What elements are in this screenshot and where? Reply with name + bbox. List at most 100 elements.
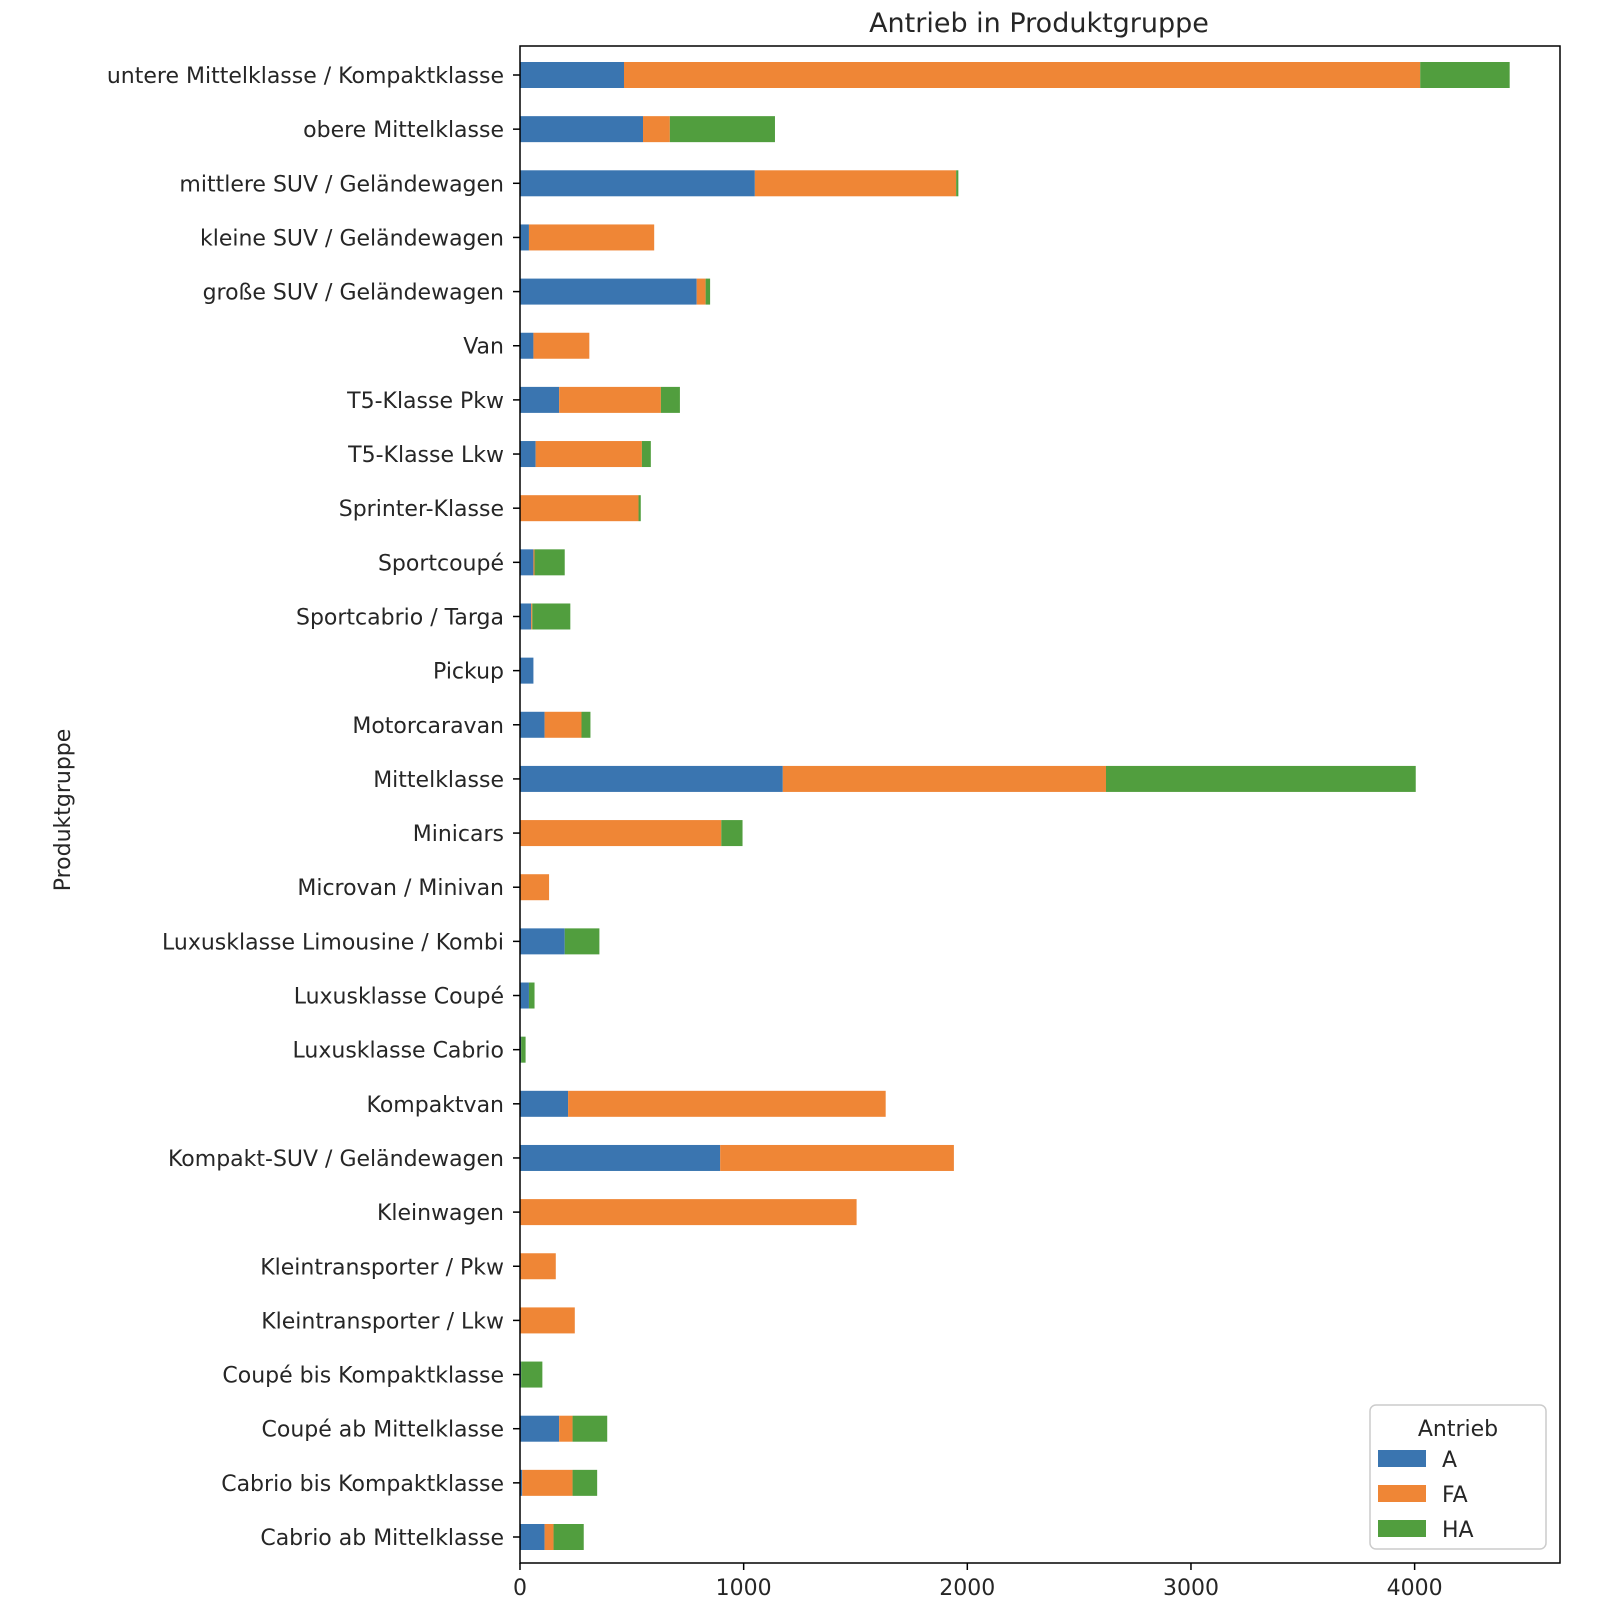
bar-fa-mittelklasse xyxy=(782,765,1106,792)
y-tick-label-luxusklasse-coupe: Luxusklasse Coupé xyxy=(294,985,504,1010)
y-tick-label-mittelklasse: Mittelklasse xyxy=(373,768,504,793)
bar-a-sportcoupe xyxy=(520,549,534,576)
bar-fa-t5-klasse-lkw xyxy=(535,441,642,468)
y-tick-label-cabrio-ab-mittelklasse: Cabrio ab Mittelklasse xyxy=(260,1526,504,1551)
y-axis: untere Mittelklasse / Kompaktklasse obere… xyxy=(107,64,520,1551)
bar-ha-sportcabrio-targa xyxy=(532,603,571,630)
bar-ha-luxusklasse-limousine-kombi xyxy=(564,928,600,955)
bar-a-motorcaravan xyxy=(520,711,545,738)
bar-ha-grosse-suv-gelaendewagen xyxy=(705,278,711,305)
bar-ha-t5-klasse-pkw xyxy=(660,386,680,413)
x-tick-label-0: 0 xyxy=(513,1576,527,1601)
y-tick-label-microvan-minivan: Microvan / Minivan xyxy=(297,876,504,901)
bars-layer xyxy=(520,62,1510,1550)
bar-fa-obere-mittelklasse xyxy=(643,116,670,143)
bar-ha-sportcoupe xyxy=(534,549,565,576)
bar-ha-coupe-ab-mittelklasse xyxy=(572,1415,608,1442)
legend-label-a: A xyxy=(1442,1448,1457,1473)
bar-fa-sportcoupe xyxy=(533,549,535,576)
bar-fa-sportcabrio-targa xyxy=(531,603,533,630)
bar-fa-motorcaravan xyxy=(544,711,582,738)
y-tick-label-kleine-suv-gelaendewagen: kleine SUV / Geländewagen xyxy=(200,226,504,251)
bar-a-luxusklasse-limousine-kombi xyxy=(520,928,565,955)
y-tick-label-sprinter-klasse: Sprinter-Klasse xyxy=(339,497,504,522)
bar-fa-kleinwagen xyxy=(520,1199,857,1226)
y-tick-label-cabrio-bis-kompaktklasse: Cabrio bis Kompaktklasse xyxy=(221,1472,504,1497)
bar-a-coupe-ab-mittelklasse xyxy=(520,1415,560,1442)
bar-fa-mittlere-suv-gelaendewagen xyxy=(754,170,957,197)
bar-ha-t5-klasse-lkw xyxy=(641,441,651,468)
y-tick-label-mittlere-suv-gelaendewagen: mittlere SUV / Geländewagen xyxy=(179,172,504,197)
y-tick-label-grosse-suv-gelaendewagen: große SUV / Geländewagen xyxy=(203,281,504,306)
legend-frame xyxy=(1369,1404,1547,1550)
y-tick-label-motorcaravan: Motorcaravan xyxy=(352,714,504,739)
legend-title: Antrieb xyxy=(1418,1417,1498,1442)
bar-ha-cabrio-ab-mittelklasse xyxy=(553,1524,584,1550)
bar-ha-sprinter-klasse xyxy=(638,495,641,522)
y-tick-label-kleintransporter-lkw: Kleintransporter / Lkw xyxy=(261,1309,504,1334)
bar-ha-untere-mittelklasse-kompaktklasse xyxy=(1420,62,1510,88)
x-tick-label-3000: 3000 xyxy=(1163,1576,1219,1601)
y-tick-label-untere-mittelklasse-kompaktklasse: untere Mittelklasse / Kompaktklasse xyxy=(107,64,504,89)
bar-fa-minicars xyxy=(520,820,722,847)
bar-ha-motorcaravan xyxy=(581,711,591,738)
y-tick-label-luxusklasse-limousine-kombi: Luxusklasse Limousine / Kombi xyxy=(162,930,504,955)
y-tick-label-t5-klasse-lkw: T5-Klasse Lkw xyxy=(347,443,504,468)
bar-a-luxusklasse-coupe xyxy=(520,982,529,1009)
bar-ha-luxusklasse-coupe xyxy=(528,982,535,1009)
legend-label-ha: HA xyxy=(1442,1518,1474,1543)
bar-a-cabrio-ab-mittelklasse xyxy=(520,1524,545,1550)
bar-ha-luxusklasse-cabrio xyxy=(521,1036,526,1063)
bar-ha-obere-mittelklasse xyxy=(669,116,775,143)
y-tick-label-sportcabrio-targa: Sportcabrio / Targa xyxy=(296,605,504,630)
bar-fa-cabrio-bis-kompaktklasse xyxy=(522,1469,573,1496)
y-tick-label-coupe-bis-kompaktklasse: Coupé bis Kompaktklasse xyxy=(222,1364,504,1389)
bar-a-untere-mittelklasse-kompaktklasse xyxy=(520,62,624,88)
bar-fa-untere-mittelklasse-kompaktklasse xyxy=(624,62,1421,88)
bar-a-t5-klasse-pkw xyxy=(520,386,560,413)
bar-a-kompaktvan xyxy=(520,1090,569,1117)
y-tick-label-kleintransporter-pkw: Kleintransporter / Pkw xyxy=(260,1255,504,1280)
bar-a-grosse-suv-gelaendewagen xyxy=(520,278,697,305)
plot-area-frame xyxy=(519,45,1561,1564)
y-tick-label-kompakt-suv-gelaendewagen: Kompakt-SUV / Geländewagen xyxy=(168,1147,504,1172)
bar-a-kleine-suv-gelaendewagen xyxy=(520,224,529,251)
bar-fa-kompakt-suv-gelaendewagen xyxy=(720,1144,954,1171)
bar-a-cabrio-bis-kompaktklasse xyxy=(520,1469,523,1496)
y-axis-title: Produktgruppe xyxy=(51,729,76,892)
bar-ha-cabrio-bis-kompaktklasse xyxy=(572,1469,598,1496)
chart-title: Antrieb in Produktgruppe xyxy=(869,8,1209,39)
bar-a-t5-klasse-lkw xyxy=(520,441,536,468)
y-tick-label-kleinwagen: Kleinwagen xyxy=(377,1201,504,1226)
bar-ha-minicars xyxy=(721,820,743,847)
bar-fa-cabrio-ab-mittelklasse xyxy=(544,1524,554,1550)
x-axis: 0 1000 2000 3000 4000 xyxy=(513,1563,1443,1601)
y-tick-label-t5-klasse-pkw: T5-Klasse Pkw xyxy=(346,389,504,414)
bar-fa-kleine-suv-gelaendewagen xyxy=(528,224,655,251)
y-tick-label-kompaktvan: Kompaktvan xyxy=(367,1093,504,1118)
x-tick-label-1000: 1000 xyxy=(716,1576,772,1601)
bar-ha-mittelklasse xyxy=(1105,765,1416,792)
bar-fa-sprinter-klasse xyxy=(520,495,639,522)
bar-fa-kleintransporter-pkw xyxy=(520,1253,556,1280)
bar-fa-t5-klasse-pkw xyxy=(559,386,661,413)
bar-fa-grosse-suv-gelaendewagen xyxy=(696,278,706,305)
bar-a-obere-mittelklasse xyxy=(520,116,644,143)
bar-a-mittelklasse xyxy=(520,765,783,792)
bar-ha-mittlere-suv-gelaendewagen xyxy=(956,170,959,197)
x-tick-label-4000: 4000 xyxy=(1387,1576,1443,1601)
y-tick-label-van: Van xyxy=(463,335,504,360)
legend: Antrieb A FA HA xyxy=(1369,1404,1547,1550)
legend-swatch-ha xyxy=(1378,1520,1426,1537)
y-tick-label-pickup: Pickup xyxy=(433,660,504,685)
bar-fa-van xyxy=(533,332,590,359)
bar-fa-coupe-ab-mittelklasse xyxy=(559,1415,573,1442)
y-tick-label-luxusklasse-cabrio: Luxusklasse Cabrio xyxy=(293,1039,504,1064)
y-tick-label-obere-mittelklasse: obere Mittelklasse xyxy=(303,118,504,143)
bar-fa-kleintransporter-lkw xyxy=(520,1307,575,1334)
bar-a-pickup xyxy=(520,657,534,684)
bar-a-van xyxy=(520,332,534,359)
